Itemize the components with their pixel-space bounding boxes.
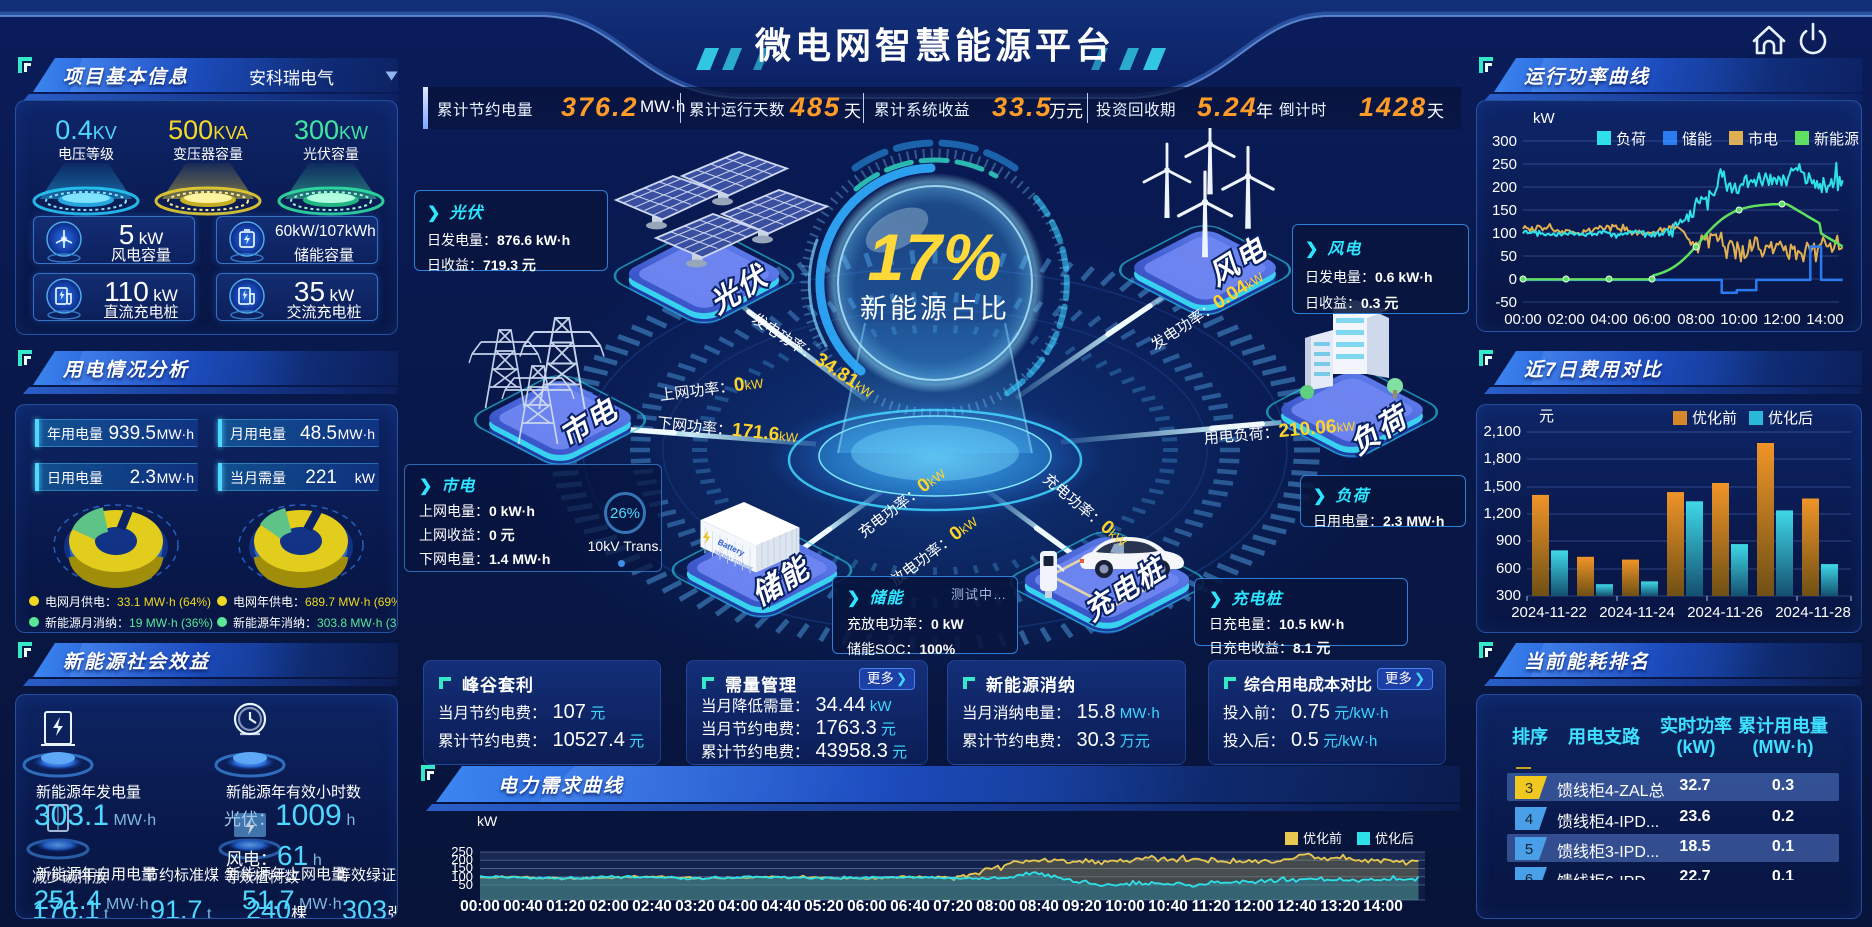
svg-text:150: 150 <box>451 860 473 875</box>
svg-text:优化后: 优化后 <box>1768 410 1813 427</box>
svg-text:900: 900 <box>1496 532 1521 549</box>
svg-text:新能源月消纳：19 MW·h (36%): 新能源月消纳：19 MW·h (36%) <box>45 615 213 630</box>
svg-text:0: 0 <box>1509 271 1517 288</box>
svg-text:0.4KV: 0.4KV <box>55 115 117 145</box>
svg-text:6: 6 <box>1525 871 1533 880</box>
svg-text:00:40: 00:40 <box>503 898 543 915</box>
svg-text:200: 200 <box>451 852 473 867</box>
svg-text:14:00: 14:00 <box>1806 311 1844 328</box>
svg-text:2024-11-22: 2024-11-22 <box>1511 604 1587 621</box>
svg-text:新能源占比: 新能源占比 <box>860 294 1010 324</box>
svg-text:08:40: 08:40 <box>1019 898 1059 915</box>
svg-text:06:40: 06:40 <box>890 898 930 915</box>
svg-text:00:00: 00:00 <box>1504 311 1542 328</box>
svg-text:1,500: 1,500 <box>1483 478 1521 495</box>
svg-text:06:00: 06:00 <box>1633 311 1671 328</box>
svg-text:储能: 储能 <box>1682 131 1712 148</box>
svg-text:200: 200 <box>1492 179 1517 196</box>
svg-text:02:40: 02:40 <box>632 898 672 915</box>
svg-text:50: 50 <box>1500 248 1517 265</box>
svg-text:kW: kW <box>477 813 498 829</box>
svg-text:09:20: 09:20 <box>1062 898 1102 915</box>
svg-text:10:00: 10:00 <box>1105 898 1145 915</box>
svg-text:02:00: 02:00 <box>1547 311 1585 328</box>
svg-text:优化前: 优化前 <box>1692 410 1737 427</box>
svg-text:150: 150 <box>1492 202 1517 219</box>
svg-text:市电: 市电 <box>1748 131 1778 148</box>
svg-text:300: 300 <box>1496 587 1521 604</box>
svg-text:14:00: 14:00 <box>1363 898 1403 915</box>
svg-text:新能源: 新能源 <box>1814 131 1859 148</box>
svg-text:500KVA: 500KVA <box>168 115 248 145</box>
svg-text:-50: -50 <box>1495 294 1517 311</box>
svg-text:04:40: 04:40 <box>761 898 801 915</box>
svg-text:12:00: 12:00 <box>1763 311 1801 328</box>
svg-text:电网月供电：33.1 MW·h (64%): 电网月供电：33.1 MW·h (64%) <box>45 595 211 609</box>
svg-text:12:40: 12:40 <box>1277 898 1317 915</box>
svg-text:kW: kW <box>1533 110 1556 127</box>
svg-text:10:40: 10:40 <box>1148 898 1188 915</box>
svg-text:300KW: 300KW <box>294 115 368 145</box>
svg-text:50: 50 <box>459 877 473 892</box>
svg-text:06:00: 06:00 <box>847 898 887 915</box>
svg-text:1,800: 1,800 <box>1483 450 1521 467</box>
svg-text:12:00: 12:00 <box>1234 898 1274 915</box>
svg-text:光伏容量: 光伏容量 <box>303 146 359 162</box>
svg-text:03:20: 03:20 <box>675 898 715 915</box>
svg-text:11:20: 11:20 <box>1192 898 1231 915</box>
svg-text:电网年供电：689.7 MW·h (69%): 电网年供电：689.7 MW·h (69%) <box>233 595 397 609</box>
svg-text:100: 100 <box>1492 225 1517 242</box>
svg-text:优化前: 优化前 <box>1303 831 1342 846</box>
svg-text:250: 250 <box>451 844 473 859</box>
svg-text:07:20: 07:20 <box>933 898 973 915</box>
svg-text:00:00: 00:00 <box>460 898 500 915</box>
svg-text:250: 250 <box>1492 156 1517 173</box>
svg-text:2024-11-24: 2024-11-24 <box>1599 604 1675 621</box>
svg-text:04:00: 04:00 <box>718 898 758 915</box>
svg-text:优化后: 优化后 <box>1375 831 1414 846</box>
svg-text:5: 5 <box>1525 841 1533 858</box>
svg-text:100: 100 <box>451 869 473 884</box>
svg-text:负荷: 负荷 <box>1616 131 1646 148</box>
svg-text:10:00: 10:00 <box>1720 311 1758 328</box>
svg-text:新能源年消纳：303.8 MW·h (31: 新能源年消纳：303.8 MW·h (31 <box>233 615 397 630</box>
svg-text:05:20: 05:20 <box>804 898 844 915</box>
svg-text:300: 300 <box>1492 133 1517 150</box>
svg-text:变压器容量: 变压器容量 <box>173 146 243 162</box>
svg-text:01:20: 01:20 <box>546 898 586 915</box>
svg-text:2024-11-26: 2024-11-26 <box>1687 604 1763 621</box>
svg-text:04:00: 04:00 <box>1590 311 1628 328</box>
svg-text:电压等级: 电压等级 <box>58 146 114 162</box>
svg-text:1,200: 1,200 <box>1483 505 1521 522</box>
svg-text:微电网智慧能源平台: 微电网智慧能源平台 <box>754 25 1115 66</box>
svg-text:08:00: 08:00 <box>976 898 1016 915</box>
svg-text:元: 元 <box>1539 408 1554 425</box>
svg-text:3: 3 <box>1525 780 1533 797</box>
svg-text:17%: 17% <box>867 220 1002 294</box>
svg-text:13:20: 13:20 <box>1320 898 1360 915</box>
svg-text:08:00: 08:00 <box>1677 311 1715 328</box>
svg-text:2024-11-28: 2024-11-28 <box>1775 604 1851 621</box>
svg-text:2,100: 2,100 <box>1483 423 1521 440</box>
svg-text:4: 4 <box>1525 811 1533 828</box>
svg-text:02:00: 02:00 <box>589 898 629 915</box>
svg-text:600: 600 <box>1496 560 1521 577</box>
